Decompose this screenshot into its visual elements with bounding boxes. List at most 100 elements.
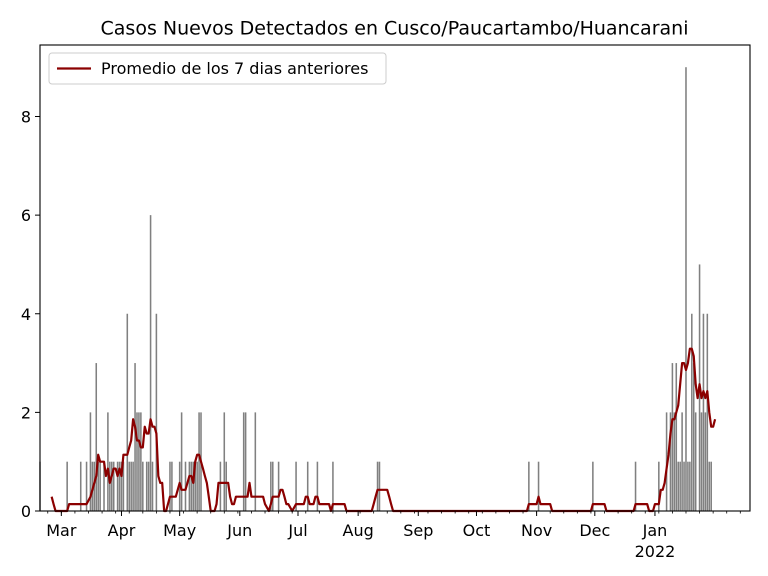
bar xyxy=(687,461,689,511)
bar xyxy=(706,313,709,511)
bar xyxy=(634,461,637,511)
bar xyxy=(140,412,142,511)
bar xyxy=(145,461,148,511)
y-tick-label: 2 xyxy=(21,403,31,422)
x-tick-label: Sep xyxy=(403,521,433,540)
legend-label: Promedio de los 7 dias anteriores xyxy=(101,59,368,78)
bar xyxy=(295,461,297,511)
bar xyxy=(316,461,319,511)
x-axis: Mar Apr May Jun Jul Aug Sep Oct Nov Dec Jan 2022 xyxy=(46,511,741,561)
chart-title: Casos Nuevos Detectados en Cusco/Paucart… xyxy=(101,18,689,40)
bar xyxy=(79,461,82,511)
bar xyxy=(704,412,707,511)
bar xyxy=(192,461,195,511)
bar xyxy=(675,363,678,511)
plot-frame xyxy=(39,44,751,512)
bar xyxy=(673,412,676,511)
bar xyxy=(528,461,530,511)
bar xyxy=(225,461,227,511)
bar xyxy=(658,461,660,511)
bar xyxy=(66,461,68,511)
bar xyxy=(169,461,171,511)
bar xyxy=(194,461,196,511)
y-axis: 0 2 4 6 8 xyxy=(21,108,40,521)
bar xyxy=(116,461,119,511)
bar xyxy=(151,461,154,511)
y-tick-label: 4 xyxy=(21,305,31,324)
bar xyxy=(223,412,226,511)
x-tick-year-label: 2022 xyxy=(635,542,676,561)
x-tick-label: Nov xyxy=(521,521,552,540)
bar xyxy=(691,313,693,511)
bar xyxy=(537,461,540,511)
average-line-layer xyxy=(50,347,717,513)
bar xyxy=(112,461,115,511)
bar xyxy=(378,461,381,511)
bar xyxy=(681,412,683,511)
bar xyxy=(142,461,144,511)
y-tick-label: 0 xyxy=(21,502,31,521)
y-tick-label: 8 xyxy=(21,108,31,127)
bar xyxy=(130,461,132,511)
bar xyxy=(107,412,109,511)
x-tick-label: Mar xyxy=(46,521,77,540)
average-line xyxy=(50,347,717,513)
x-tick-label: Oct xyxy=(463,521,491,540)
bar xyxy=(111,461,113,511)
x-tick-label: May xyxy=(163,521,196,540)
bar xyxy=(126,313,129,511)
x-tick-label: Jun xyxy=(226,521,252,540)
bar xyxy=(679,461,681,511)
bar xyxy=(118,461,121,511)
bar xyxy=(136,412,138,511)
bar xyxy=(254,412,257,511)
bar xyxy=(122,461,125,511)
x-tick-label: Dec xyxy=(579,521,610,540)
legend-box xyxy=(48,52,387,85)
bar xyxy=(669,412,672,511)
bar xyxy=(120,461,123,511)
bar xyxy=(171,461,173,511)
y-tick-label: 6 xyxy=(21,206,31,225)
bar xyxy=(708,461,711,511)
bar xyxy=(85,461,88,511)
bar xyxy=(219,461,222,511)
bar xyxy=(306,461,309,511)
legend: Promedio de los 7 dias anteriores xyxy=(48,52,387,85)
bar xyxy=(677,461,679,511)
bar xyxy=(188,461,191,511)
bar xyxy=(376,461,379,511)
bar xyxy=(242,412,245,511)
bar xyxy=(103,461,105,511)
bar xyxy=(244,412,247,511)
bar xyxy=(332,461,334,511)
bar xyxy=(180,412,183,511)
bar xyxy=(89,412,92,511)
bar xyxy=(683,461,685,511)
bar xyxy=(196,461,198,511)
bar xyxy=(689,461,691,511)
bar xyxy=(190,461,193,511)
bar xyxy=(198,412,200,511)
bar xyxy=(99,461,101,511)
bar xyxy=(694,412,697,511)
bar xyxy=(700,412,703,511)
bar xyxy=(109,461,111,511)
bar xyxy=(132,461,134,511)
bar xyxy=(272,461,274,511)
bar xyxy=(97,461,99,511)
bar xyxy=(155,313,158,511)
bar xyxy=(147,461,150,511)
x-tick-label: Jan xyxy=(642,521,668,540)
bar xyxy=(710,461,712,511)
x-tick-label: Apr xyxy=(108,521,136,540)
bar xyxy=(592,461,594,511)
bar xyxy=(149,215,152,511)
bar xyxy=(692,363,695,511)
bar xyxy=(685,67,687,511)
x-tick-label: Aug xyxy=(343,521,374,540)
bar xyxy=(270,461,272,511)
bar xyxy=(128,461,131,511)
bar xyxy=(671,363,674,511)
